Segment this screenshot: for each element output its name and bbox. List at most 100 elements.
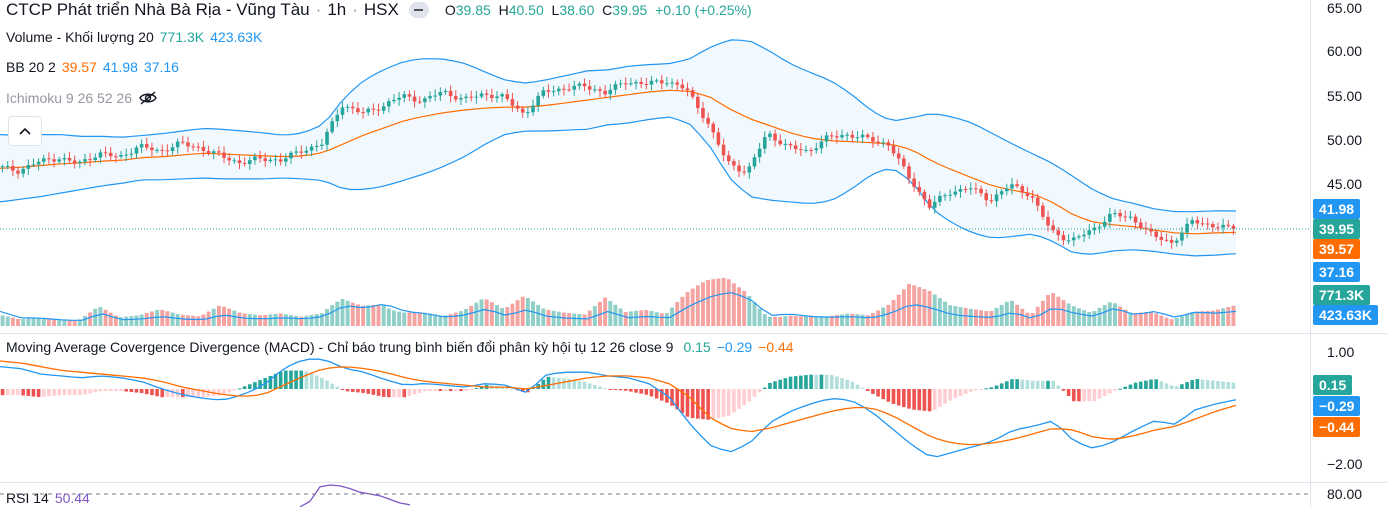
symbol-title[interactable]: CTCP Phát triển Nhà Bà Rịa - Vũng Tàu xyxy=(6,0,310,19)
candle-body xyxy=(932,201,937,208)
bb-legend[interactable]: BB 20 2 39.57 41.98 37.16 xyxy=(6,59,179,75)
candle-body xyxy=(1113,212,1117,214)
candle-body xyxy=(1046,216,1050,226)
candle-body xyxy=(865,134,870,138)
price-tick: 55.00 xyxy=(1327,88,1363,104)
volume-bar xyxy=(453,312,458,326)
candle-body xyxy=(520,108,525,113)
volume-bar xyxy=(1143,312,1148,326)
candle-body xyxy=(345,106,350,108)
candle-body xyxy=(1118,212,1122,217)
volume-bar xyxy=(505,307,510,326)
volume-bar xyxy=(510,303,515,326)
volume-bar xyxy=(907,283,911,326)
volume-bar xyxy=(1082,310,1087,326)
macd-hist-bar xyxy=(685,389,690,417)
volume-bar xyxy=(1231,305,1236,326)
macd-hist-bar xyxy=(546,376,551,389)
volume-legend[interactable]: Volume - Khối lượng 20 771.3K 423.63K xyxy=(6,29,262,45)
volume-bar xyxy=(180,314,185,326)
macd-hist-bar xyxy=(1133,382,1138,389)
eye-crossed-icon[interactable] xyxy=(138,89,158,107)
macd-hist-tag: 0.15 xyxy=(1313,375,1353,395)
macd-hist-bar xyxy=(1097,389,1102,399)
candle-body xyxy=(397,97,401,100)
volume-bar xyxy=(840,314,844,326)
candle-body xyxy=(289,152,293,159)
macd-hist-bar xyxy=(567,379,571,389)
candle-body xyxy=(52,159,56,162)
candle-body xyxy=(917,186,922,192)
candle-body xyxy=(83,159,87,162)
volume-bar xyxy=(680,296,685,326)
candle-body xyxy=(696,96,700,108)
macd-hist-bar xyxy=(773,381,777,389)
bb-label: BB 20 2 xyxy=(6,59,56,75)
macd-hist-bar xyxy=(675,389,680,410)
macd-hist-bar xyxy=(103,389,108,392)
macd-hist-bar xyxy=(963,389,968,394)
volume-tag: 771.3K xyxy=(1313,285,1371,305)
volume-bar xyxy=(489,302,494,326)
chevron-up-icon xyxy=(19,127,31,135)
macd-hist-bar xyxy=(938,389,942,407)
volume-bar xyxy=(170,312,175,326)
candle-body xyxy=(206,150,211,154)
volume-bar xyxy=(819,316,824,326)
volume-bar xyxy=(88,312,93,326)
macd-hist-bar xyxy=(217,389,221,396)
candle-body xyxy=(1077,236,1081,238)
macd-hist-bar xyxy=(88,389,92,394)
candle-body xyxy=(222,152,226,158)
rsi-line xyxy=(299,484,411,507)
volume-bar xyxy=(1092,311,1097,326)
macd-hist-bar xyxy=(623,389,628,391)
candle-body xyxy=(881,142,886,144)
candle-body xyxy=(1082,234,1086,237)
macd-hist-bar xyxy=(680,389,685,414)
volume-bar xyxy=(1149,311,1153,326)
candle-body xyxy=(515,105,520,109)
macd-legend[interactable]: Moving Average Covergence Divergence (MA… xyxy=(6,339,794,355)
volume-bar xyxy=(582,314,587,326)
volume-bar xyxy=(788,315,793,326)
macd-hist-bar xyxy=(598,386,602,389)
candle-body xyxy=(721,144,726,156)
macd-hist-bar xyxy=(222,389,226,395)
candle-body xyxy=(309,146,314,151)
ichimoku-legend[interactable]: Ichimoku 9 26 52 26 xyxy=(6,89,158,107)
volume-bar xyxy=(1030,312,1035,326)
interval-label[interactable]: 1h xyxy=(327,0,347,19)
candle-body xyxy=(840,135,844,138)
minus-icon[interactable] xyxy=(408,2,429,18)
macd-hist-bar xyxy=(819,374,824,389)
candle-body xyxy=(531,105,535,113)
macd-hist-bar xyxy=(186,389,190,398)
volume-bar xyxy=(608,301,613,326)
candle-body xyxy=(26,165,31,169)
rsi-legend[interactable]: RSI 14 50.44 xyxy=(6,490,90,506)
candle-body xyxy=(1092,227,1097,231)
volume-bar xyxy=(186,315,190,326)
volume-bar xyxy=(52,319,57,326)
macd-hist-bar xyxy=(788,376,793,389)
candle-body xyxy=(953,191,958,195)
candle-body xyxy=(788,143,793,146)
candle-body xyxy=(958,189,963,192)
volume-bar xyxy=(1174,318,1179,326)
candle-body xyxy=(258,156,262,159)
macd-hist-bar xyxy=(1128,384,1133,389)
macd-hist-bar xyxy=(1118,388,1122,390)
collapse-legend-button[interactable] xyxy=(8,116,42,146)
candle-body xyxy=(1200,223,1205,225)
volume-bar xyxy=(716,278,721,326)
volume-bar xyxy=(963,307,968,326)
volume-bar xyxy=(773,316,778,326)
volume-bar xyxy=(371,305,376,326)
volume-bar xyxy=(103,309,108,326)
candle-body xyxy=(1102,221,1107,227)
macd-hist-bar xyxy=(577,381,582,389)
volume-bar xyxy=(644,309,649,326)
volume-bar xyxy=(67,319,72,326)
